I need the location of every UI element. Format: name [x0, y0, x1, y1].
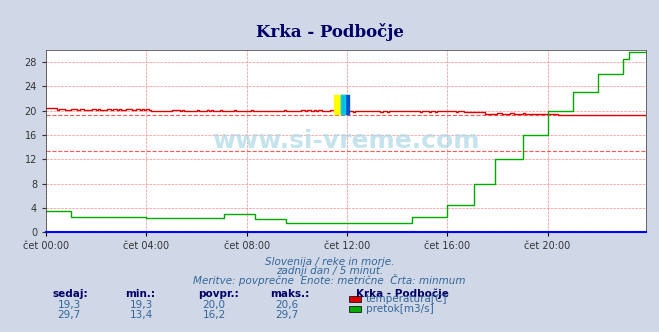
- Text: 13,4: 13,4: [130, 310, 154, 320]
- Text: www.si-vreme.com: www.si-vreme.com: [212, 129, 480, 153]
- Text: Krka - Podbočje: Krka - Podbočje: [356, 289, 449, 299]
- Text: Meritve: povprečne  Enote: metrične  Črta: minmum: Meritve: povprečne Enote: metrične Črta:…: [193, 274, 466, 286]
- Text: 29,7: 29,7: [275, 310, 299, 320]
- Text: zadnji dan / 5 minut.: zadnji dan / 5 minut.: [276, 266, 383, 276]
- Text: 20,6: 20,6: [275, 300, 299, 310]
- Text: 16,2: 16,2: [202, 310, 226, 320]
- Text: 19,3: 19,3: [57, 300, 81, 310]
- Text: min.:: min.:: [125, 289, 156, 299]
- Text: povpr.:: povpr.:: [198, 289, 239, 299]
- Text: pretok[m3/s]: pretok[m3/s]: [366, 304, 434, 314]
- Text: Krka - Podbočje: Krka - Podbočje: [256, 23, 403, 41]
- Text: 19,3: 19,3: [130, 300, 154, 310]
- Text: 20,0: 20,0: [203, 300, 225, 310]
- Text: 29,7: 29,7: [57, 310, 81, 320]
- Text: maks.:: maks.:: [270, 289, 310, 299]
- Text: temperatura[C]: temperatura[C]: [366, 294, 447, 304]
- Text: sedaj:: sedaj:: [53, 289, 88, 299]
- Text: Slovenija / reke in morje.: Slovenija / reke in morje.: [265, 257, 394, 267]
